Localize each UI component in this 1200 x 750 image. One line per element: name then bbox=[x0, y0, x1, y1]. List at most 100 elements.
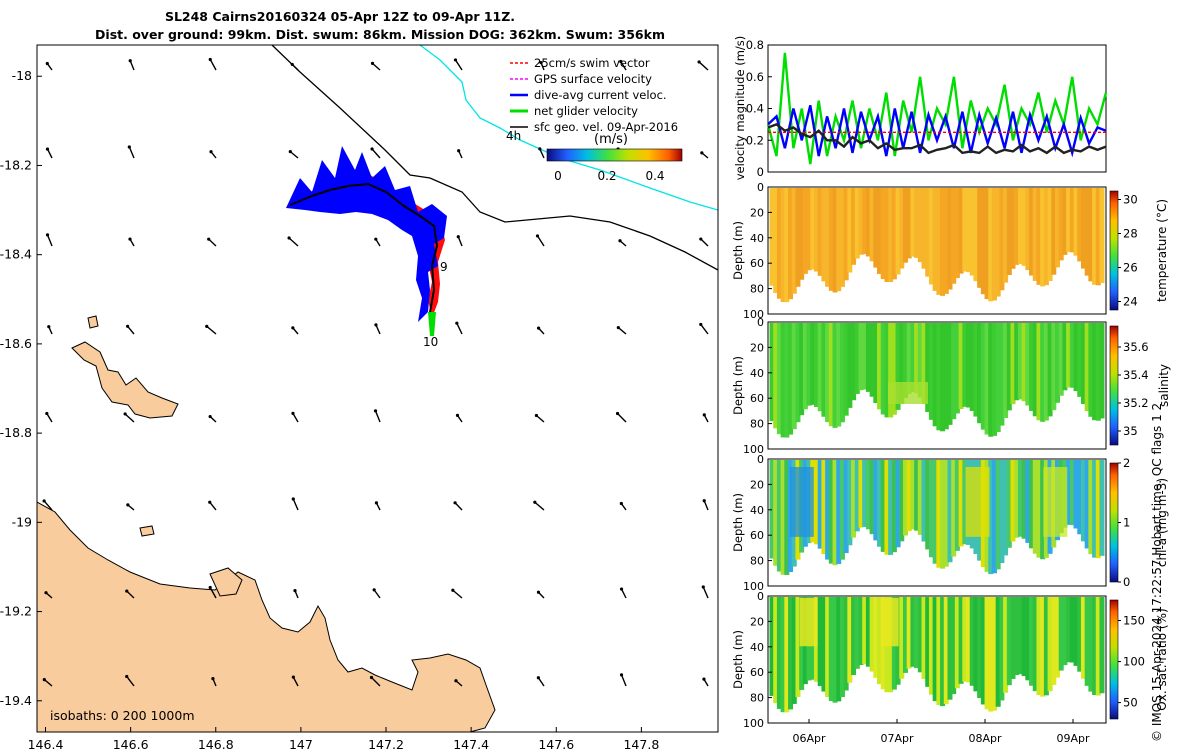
velocity-ytick-label: 0.2 bbox=[746, 133, 764, 147]
depth-profile-column bbox=[832, 597, 838, 703]
depth-profile-column bbox=[769, 460, 775, 559]
depth-profile-column bbox=[991, 188, 997, 301]
depth-panel: 0 20 40 60 80 100 Depth (m) 50 100 150 Ox. sat. ra… bbox=[731, 590, 1169, 730]
current-vector-head bbox=[455, 413, 460, 417]
map-ytick-label: -18.8 bbox=[0, 425, 32, 440]
depth-profile-column bbox=[821, 323, 827, 417]
depth-profile-column bbox=[854, 597, 860, 669]
current-vector bbox=[617, 413, 627, 423]
depth-profile-column bbox=[880, 460, 886, 552]
depth-profile-column bbox=[1040, 460, 1046, 560]
current-vector-head bbox=[128, 59, 132, 63]
depth-profile-column bbox=[910, 188, 916, 257]
depth-profile-column bbox=[1051, 188, 1057, 275]
depth-profile-column bbox=[1047, 597, 1053, 692]
depth-profile-column bbox=[836, 460, 842, 564]
depth-profile-column bbox=[902, 597, 908, 673]
depth-colorbar bbox=[1109, 325, 1119, 446]
depth-profile-column bbox=[991, 460, 997, 574]
depth-profile-column bbox=[1066, 460, 1072, 525]
depth-ytick-label: 0 bbox=[757, 181, 764, 194]
colorbar-label: chl-a (mg m-3) bbox=[1155, 478, 1169, 567]
depth-ytick-label: 60 bbox=[750, 257, 764, 270]
depth-profile-column bbox=[954, 323, 960, 414]
depth-profile-column bbox=[858, 323, 864, 391]
depth-profile-column bbox=[980, 597, 986, 705]
current-vector-head bbox=[44, 591, 48, 595]
colorbar-label: temperature (°C) bbox=[1155, 199, 1169, 302]
current-vector-head bbox=[208, 500, 212, 504]
depth-profile-column bbox=[1047, 323, 1053, 417]
current-vector-head bbox=[453, 501, 457, 505]
depth-profile-column bbox=[1055, 597, 1061, 678]
current-vector bbox=[126, 676, 135, 687]
depth-profile-column bbox=[925, 323, 931, 413]
current-vector-head bbox=[291, 326, 295, 330]
depth-panel: 0 20 40 60 80 100 Depth (m) 35 35.2 35.4 35.6 salin… bbox=[731, 316, 1171, 456]
depth-profile-column bbox=[1010, 597, 1016, 679]
depth-profile-column bbox=[925, 188, 931, 277]
depth-profile-column bbox=[776, 323, 782, 435]
depth-profile-column bbox=[1080, 323, 1086, 404]
depth-profile-column bbox=[828, 188, 834, 291]
current-vector bbox=[536, 235, 545, 247]
colorbar-tick-label: 35 bbox=[1123, 424, 1138, 438]
depth-profile-column bbox=[932, 460, 938, 564]
depth-profile-column bbox=[1040, 323, 1046, 422]
current-vector bbox=[535, 414, 545, 423]
depth-ytick-label: 20 bbox=[750, 478, 764, 491]
depth-profile-column bbox=[1092, 188, 1098, 285]
depth-profile-column bbox=[851, 460, 857, 538]
depth-profile-column bbox=[851, 188, 857, 265]
depth-profile-column bbox=[932, 597, 938, 702]
depth-profile-column bbox=[791, 188, 797, 294]
depth-profile-column bbox=[769, 323, 775, 422]
depth-panel: 0 20 40 60 80 100 Depth (m) 24 26 28 30 temperature… bbox=[731, 181, 1169, 321]
depth-profile-column bbox=[873, 597, 879, 678]
depth-profile-column bbox=[836, 323, 842, 427]
depth-profile-column bbox=[877, 323, 883, 410]
current-vector-head bbox=[374, 501, 379, 505]
depth-profile-column bbox=[917, 323, 923, 398]
current-vector-head bbox=[369, 675, 374, 680]
current-vector-head bbox=[211, 677, 215, 681]
depth-profile-column bbox=[817, 323, 823, 412]
current-vector-head bbox=[536, 676, 540, 680]
depth-profile-column bbox=[806, 188, 812, 271]
current-vector-head bbox=[374, 323, 378, 327]
depth-profile-column bbox=[832, 323, 838, 428]
depth-profile-column bbox=[921, 188, 927, 269]
depth-profile-column bbox=[828, 460, 834, 564]
depth-profile-column bbox=[1055, 323, 1061, 403]
annotation-10: 10 bbox=[423, 335, 438, 349]
depth-profile-column bbox=[825, 188, 831, 287]
depth-profile-column bbox=[847, 597, 853, 683]
depth-profile-column bbox=[862, 597, 868, 665]
depth-ylabel: Depth (m) bbox=[731, 221, 745, 280]
depth-profile-column bbox=[1017, 597, 1023, 675]
depth-profile-column bbox=[914, 460, 920, 531]
map-y-axis: -18 -18.2 -18.4 -18.6 -18.8 -19 -19.2 -19.4 bbox=[0, 68, 42, 708]
depth-profile-column bbox=[873, 323, 879, 403]
map-xtick-label: 147.2 bbox=[368, 737, 404, 750]
time-xtick-label: 08Apr bbox=[968, 732, 1002, 745]
depth-profile-column bbox=[940, 460, 946, 569]
depth-profile-column bbox=[891, 460, 897, 553]
depth-profile-column bbox=[928, 188, 934, 285]
current-vector-head bbox=[47, 325, 51, 329]
colorbar-tick-label: 150 bbox=[1123, 614, 1145, 628]
colorbar-tick-label: 1 bbox=[1123, 516, 1130, 530]
current-vector bbox=[209, 59, 217, 71]
depth-profile-column bbox=[1092, 323, 1098, 421]
map-ytick-label: -18.2 bbox=[0, 157, 32, 172]
depth-profile-column bbox=[851, 597, 857, 676]
depth-profile-column bbox=[906, 323, 912, 394]
colorbar-tick-label: 2 bbox=[1123, 456, 1130, 470]
depth-profile-column bbox=[1099, 460, 1105, 556]
current-vector-head bbox=[619, 587, 624, 591]
current-vector-head bbox=[290, 62, 294, 67]
depth-profile-column bbox=[917, 597, 923, 673]
depth-profile-column bbox=[969, 188, 975, 276]
depth-profile-column bbox=[880, 323, 886, 415]
current-vector-head bbox=[125, 589, 129, 593]
